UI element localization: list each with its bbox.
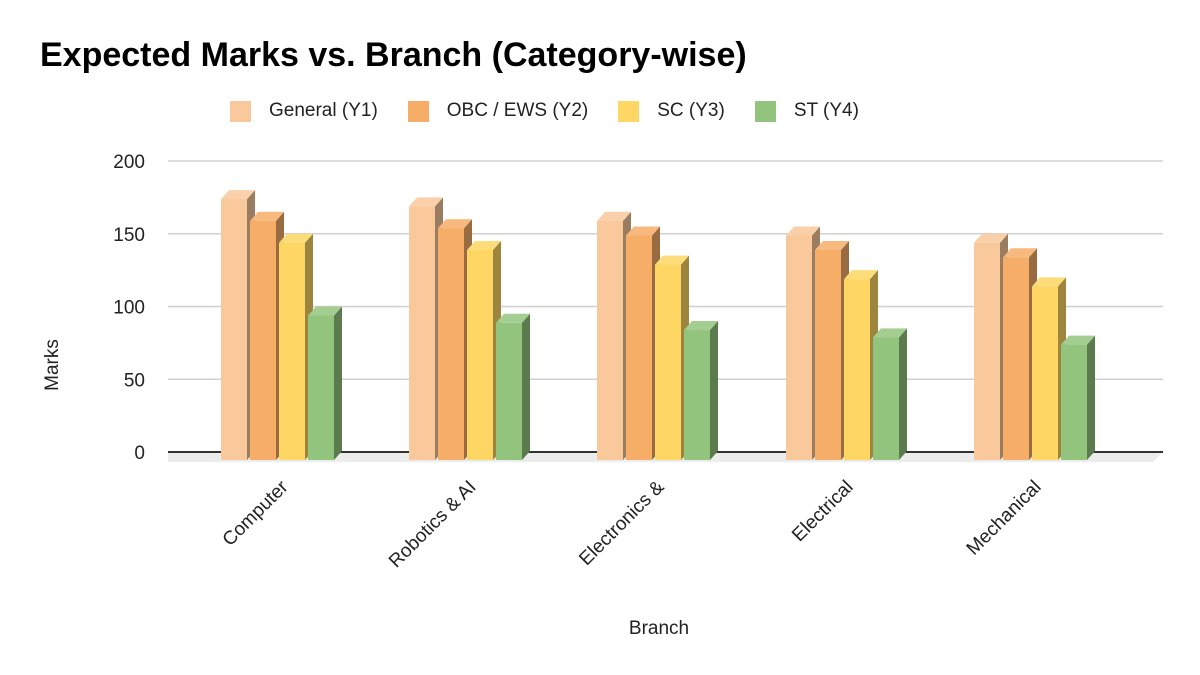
bar-side bbox=[522, 313, 530, 460]
bar-top bbox=[1032, 277, 1066, 287]
bar-top bbox=[626, 226, 660, 236]
bar-side bbox=[710, 321, 718, 460]
legend-label: SC (Y3) bbox=[657, 100, 725, 121]
bar bbox=[597, 220, 623, 460]
bar-top bbox=[1003, 248, 1037, 258]
x-tick-label: Computer bbox=[219, 476, 293, 550]
bar bbox=[1061, 344, 1087, 460]
bar-top bbox=[974, 233, 1008, 243]
bar-top bbox=[250, 211, 284, 221]
bar bbox=[684, 330, 710, 460]
legend-label: General (Y1) bbox=[269, 100, 378, 121]
bar-top bbox=[597, 211, 631, 221]
bar-side bbox=[334, 306, 342, 460]
y-tick-label: 200 bbox=[113, 152, 145, 173]
legend-item: SC (Y3) bbox=[618, 100, 725, 122]
legend-item: OBC / EWS (Y2) bbox=[407, 100, 589, 122]
bar-top bbox=[786, 226, 820, 236]
bar-top bbox=[844, 270, 878, 280]
bar bbox=[250, 220, 276, 460]
bar bbox=[467, 250, 493, 460]
bar bbox=[655, 264, 681, 460]
bar-top bbox=[815, 241, 849, 251]
legend-swatch-icon bbox=[754, 100, 776, 122]
x-axis-label: Branch bbox=[629, 618, 689, 639]
bar-top bbox=[496, 313, 530, 323]
legend-item: General (Y1) bbox=[230, 100, 378, 122]
bar bbox=[308, 315, 334, 460]
bar-top bbox=[467, 241, 501, 251]
y-tick-label: 50 bbox=[124, 370, 145, 391]
bar bbox=[409, 206, 435, 460]
y-tick-label: 0 bbox=[134, 443, 145, 464]
bar bbox=[974, 242, 1000, 460]
bar-group bbox=[597, 211, 718, 460]
x-tick-label: Mechanical bbox=[963, 477, 1046, 560]
bar-group bbox=[974, 233, 1095, 460]
bar bbox=[844, 279, 870, 460]
bar bbox=[873, 337, 899, 460]
chart-title: Expected Marks vs. Branch (Category-wise… bbox=[40, 36, 747, 74]
chart-legend: General (Y1) OBC / EWS (Y2) SC (Y3) ST (Y4) bbox=[230, 100, 889, 122]
bar bbox=[438, 228, 464, 460]
bar-group bbox=[786, 226, 907, 460]
bar-side bbox=[1087, 335, 1095, 460]
x-tick-label: Robotics & AI bbox=[385, 477, 481, 573]
bar-top bbox=[221, 190, 255, 200]
x-tick-label: Electrical bbox=[788, 477, 857, 546]
bar-top bbox=[684, 321, 718, 331]
bar bbox=[786, 235, 812, 460]
legend-label: ST (Y4) bbox=[793, 100, 859, 121]
legend-item: ST (Y4) bbox=[754, 100, 859, 122]
legend-swatch-icon bbox=[407, 100, 429, 122]
y-axis-label: Marks bbox=[42, 339, 63, 391]
bar bbox=[279, 242, 305, 460]
bar-side bbox=[899, 328, 907, 460]
bar bbox=[496, 322, 522, 460]
bar-group bbox=[221, 190, 342, 460]
legend-swatch-icon bbox=[230, 100, 251, 122]
bar bbox=[815, 250, 841, 460]
bar bbox=[1003, 257, 1029, 460]
bar-top bbox=[655, 255, 689, 265]
y-tick-label: 100 bbox=[113, 298, 145, 319]
bar bbox=[221, 199, 247, 460]
bar-top bbox=[1061, 335, 1095, 345]
bar-top bbox=[438, 219, 472, 229]
y-tick-label: 150 bbox=[113, 225, 145, 246]
legend-swatch-icon bbox=[618, 100, 640, 122]
bar-group bbox=[409, 197, 530, 460]
bar bbox=[626, 235, 652, 460]
bar-top bbox=[873, 328, 907, 338]
x-tick-label: Electronics & bbox=[575, 476, 668, 569]
legend-label: OBC / EWS (Y2) bbox=[446, 100, 589, 121]
bar-top bbox=[409, 197, 443, 207]
bar-top bbox=[279, 233, 313, 243]
bar bbox=[1032, 286, 1058, 460]
bar-top bbox=[308, 306, 342, 316]
